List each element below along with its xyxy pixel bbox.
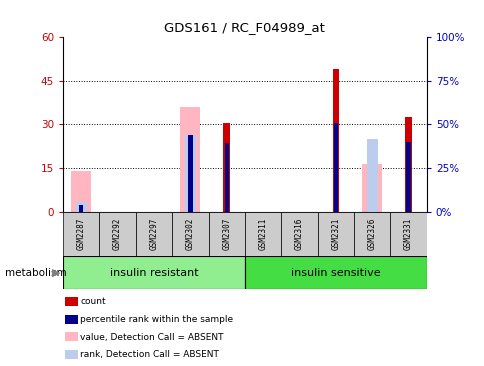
Text: metabolism: metabolism: [5, 268, 66, 278]
Bar: [180, 107, 200, 212]
Bar: [366, 139, 377, 212]
Bar: [244, 256, 426, 289]
Bar: [71, 171, 91, 212]
Bar: [281, 212, 317, 256]
Bar: [353, 212, 390, 256]
Text: GSM2292: GSM2292: [113, 218, 122, 250]
Bar: [99, 212, 136, 256]
Text: GSM2311: GSM2311: [258, 218, 267, 250]
Bar: [390, 212, 426, 256]
Text: GSM2326: GSM2326: [367, 218, 376, 250]
Text: GSM2331: GSM2331: [403, 218, 412, 250]
Bar: [76, 202, 87, 212]
Bar: [184, 135, 196, 212]
Text: percentile rank within the sample: percentile rank within the sample: [80, 315, 233, 324]
Text: insulin resistant: insulin resistant: [109, 268, 198, 278]
Bar: [188, 135, 192, 212]
Bar: [406, 142, 410, 212]
Text: insulin sensitive: insulin sensitive: [290, 268, 380, 278]
Bar: [317, 212, 353, 256]
Bar: [362, 164, 381, 212]
Bar: [244, 212, 281, 256]
Title: GDS161 / RC_F04989_at: GDS161 / RC_F04989_at: [164, 21, 325, 34]
Bar: [79, 205, 83, 212]
Text: GSM2307: GSM2307: [222, 218, 231, 250]
Bar: [136, 212, 172, 256]
Text: ▶: ▶: [51, 268, 60, 278]
Text: GSM2302: GSM2302: [185, 218, 195, 250]
Text: count: count: [80, 298, 106, 306]
Text: value, Detection Call = ABSENT: value, Detection Call = ABSENT: [80, 333, 223, 341]
Bar: [172, 212, 208, 256]
Text: GSM2297: GSM2297: [149, 218, 158, 250]
Bar: [63, 256, 244, 289]
Text: GSM2321: GSM2321: [331, 218, 340, 250]
Bar: [224, 143, 228, 212]
Text: rank, Detection Call = ABSENT: rank, Detection Call = ABSENT: [80, 350, 218, 359]
Bar: [332, 69, 338, 212]
Bar: [333, 123, 337, 212]
Bar: [63, 212, 99, 256]
Bar: [223, 123, 229, 212]
Text: GSM2287: GSM2287: [76, 218, 86, 250]
Bar: [405, 117, 411, 212]
Text: GSM2316: GSM2316: [294, 218, 303, 250]
Bar: [208, 212, 244, 256]
